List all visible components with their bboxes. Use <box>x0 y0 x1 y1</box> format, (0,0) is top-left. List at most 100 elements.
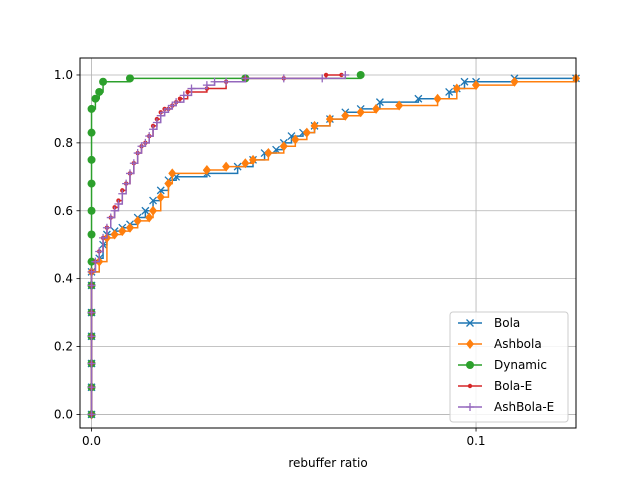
data-point <box>164 178 173 189</box>
data-point <box>341 110 350 121</box>
data-point <box>264 148 273 159</box>
data-point <box>87 332 96 341</box>
data-point <box>137 142 146 151</box>
data-point <box>87 179 96 188</box>
legend-item: Bola-E <box>458 379 532 393</box>
data-point <box>122 179 131 188</box>
data-point <box>118 189 127 198</box>
data-point <box>133 149 142 158</box>
data-point <box>149 196 158 205</box>
data-point <box>318 74 327 83</box>
data-point <box>87 308 96 317</box>
series-dynamic <box>87 70 365 419</box>
data-point <box>210 77 219 86</box>
data-point <box>222 77 231 86</box>
data-point <box>187 84 196 93</box>
data-point <box>279 74 288 83</box>
data-point <box>164 104 173 113</box>
data-point <box>149 205 158 216</box>
series-ashbola-e <box>87 70 350 419</box>
data-point <box>177 96 183 101</box>
axes-frame <box>79 57 577 429</box>
data-point <box>87 104 96 113</box>
data-point <box>110 229 119 240</box>
data-point <box>87 267 96 276</box>
data-point <box>302 127 311 138</box>
data-point <box>372 103 381 114</box>
legend-item: Ashbola <box>458 337 542 351</box>
series-line <box>90 74 342 415</box>
x-tick-label: 0.1 <box>466 434 485 448</box>
data-point <box>141 206 150 215</box>
data-point <box>323 72 329 78</box>
series-ashbola <box>87 73 580 420</box>
data-point <box>87 206 96 215</box>
series-line <box>90 74 347 415</box>
data-point <box>95 247 104 256</box>
data-point <box>356 107 365 118</box>
data-point <box>87 230 96 239</box>
legend-label: Ashbola <box>494 337 542 351</box>
y-tick-label: 0.4 <box>54 272 73 286</box>
y-tick-label: 0.0 <box>54 407 73 421</box>
legend-box <box>449 311 569 423</box>
legend-marker <box>467 383 473 389</box>
data-point <box>433 93 442 104</box>
data-point <box>91 257 100 266</box>
legend-marker <box>466 403 474 411</box>
legend-marker <box>466 319 474 327</box>
legend-label: AshBola-E <box>494 400 554 414</box>
data-point <box>125 222 134 233</box>
y-tick-label: 0.8 <box>54 136 73 150</box>
data-point <box>129 159 138 168</box>
data-point <box>145 212 154 223</box>
data-point <box>125 169 134 178</box>
x-tick-label: 0.0 <box>82 434 101 448</box>
data-point <box>168 101 177 110</box>
legend-item: Bola <box>458 316 520 330</box>
data-point <box>87 155 96 164</box>
data-point <box>241 158 250 169</box>
data-point <box>99 233 108 242</box>
data-point <box>179 91 188 100</box>
data-point <box>395 100 404 111</box>
data-point <box>87 359 96 368</box>
data-point <box>141 138 150 147</box>
data-point <box>445 87 454 96</box>
data-point <box>168 168 177 179</box>
data-point <box>341 70 350 79</box>
data-point <box>202 81 211 90</box>
data-point <box>156 186 165 195</box>
data-point <box>279 141 288 152</box>
y-tick-label: 0.6 <box>54 204 73 218</box>
legend-marker <box>466 361 474 369</box>
data-point <box>99 77 108 86</box>
data-point <box>272 145 281 154</box>
data-point <box>375 98 384 107</box>
legend-label: Bola-E <box>494 379 532 393</box>
legend: Bola Ashbola Dynamic Bola-E AshBola-E <box>449 311 569 423</box>
data-point <box>460 77 469 86</box>
data-point <box>510 76 519 87</box>
data-point <box>106 213 115 222</box>
data-point <box>87 128 96 137</box>
legend-label: Bola <box>494 316 520 330</box>
data-point <box>160 108 169 117</box>
y-tick-label: 0.2 <box>54 340 73 354</box>
data-point <box>249 154 258 165</box>
data-point <box>310 120 319 131</box>
data-point <box>91 94 100 103</box>
data-point <box>325 114 334 125</box>
data-point <box>414 94 423 103</box>
data-point <box>110 206 119 215</box>
legend-marker <box>466 339 474 349</box>
data-point <box>145 132 154 141</box>
data-point <box>185 89 190 95</box>
data-point <box>125 74 134 83</box>
plot-area <box>87 70 580 420</box>
data-point <box>149 125 158 134</box>
data-point <box>291 134 300 145</box>
legend-label: Dynamic <box>494 358 547 372</box>
